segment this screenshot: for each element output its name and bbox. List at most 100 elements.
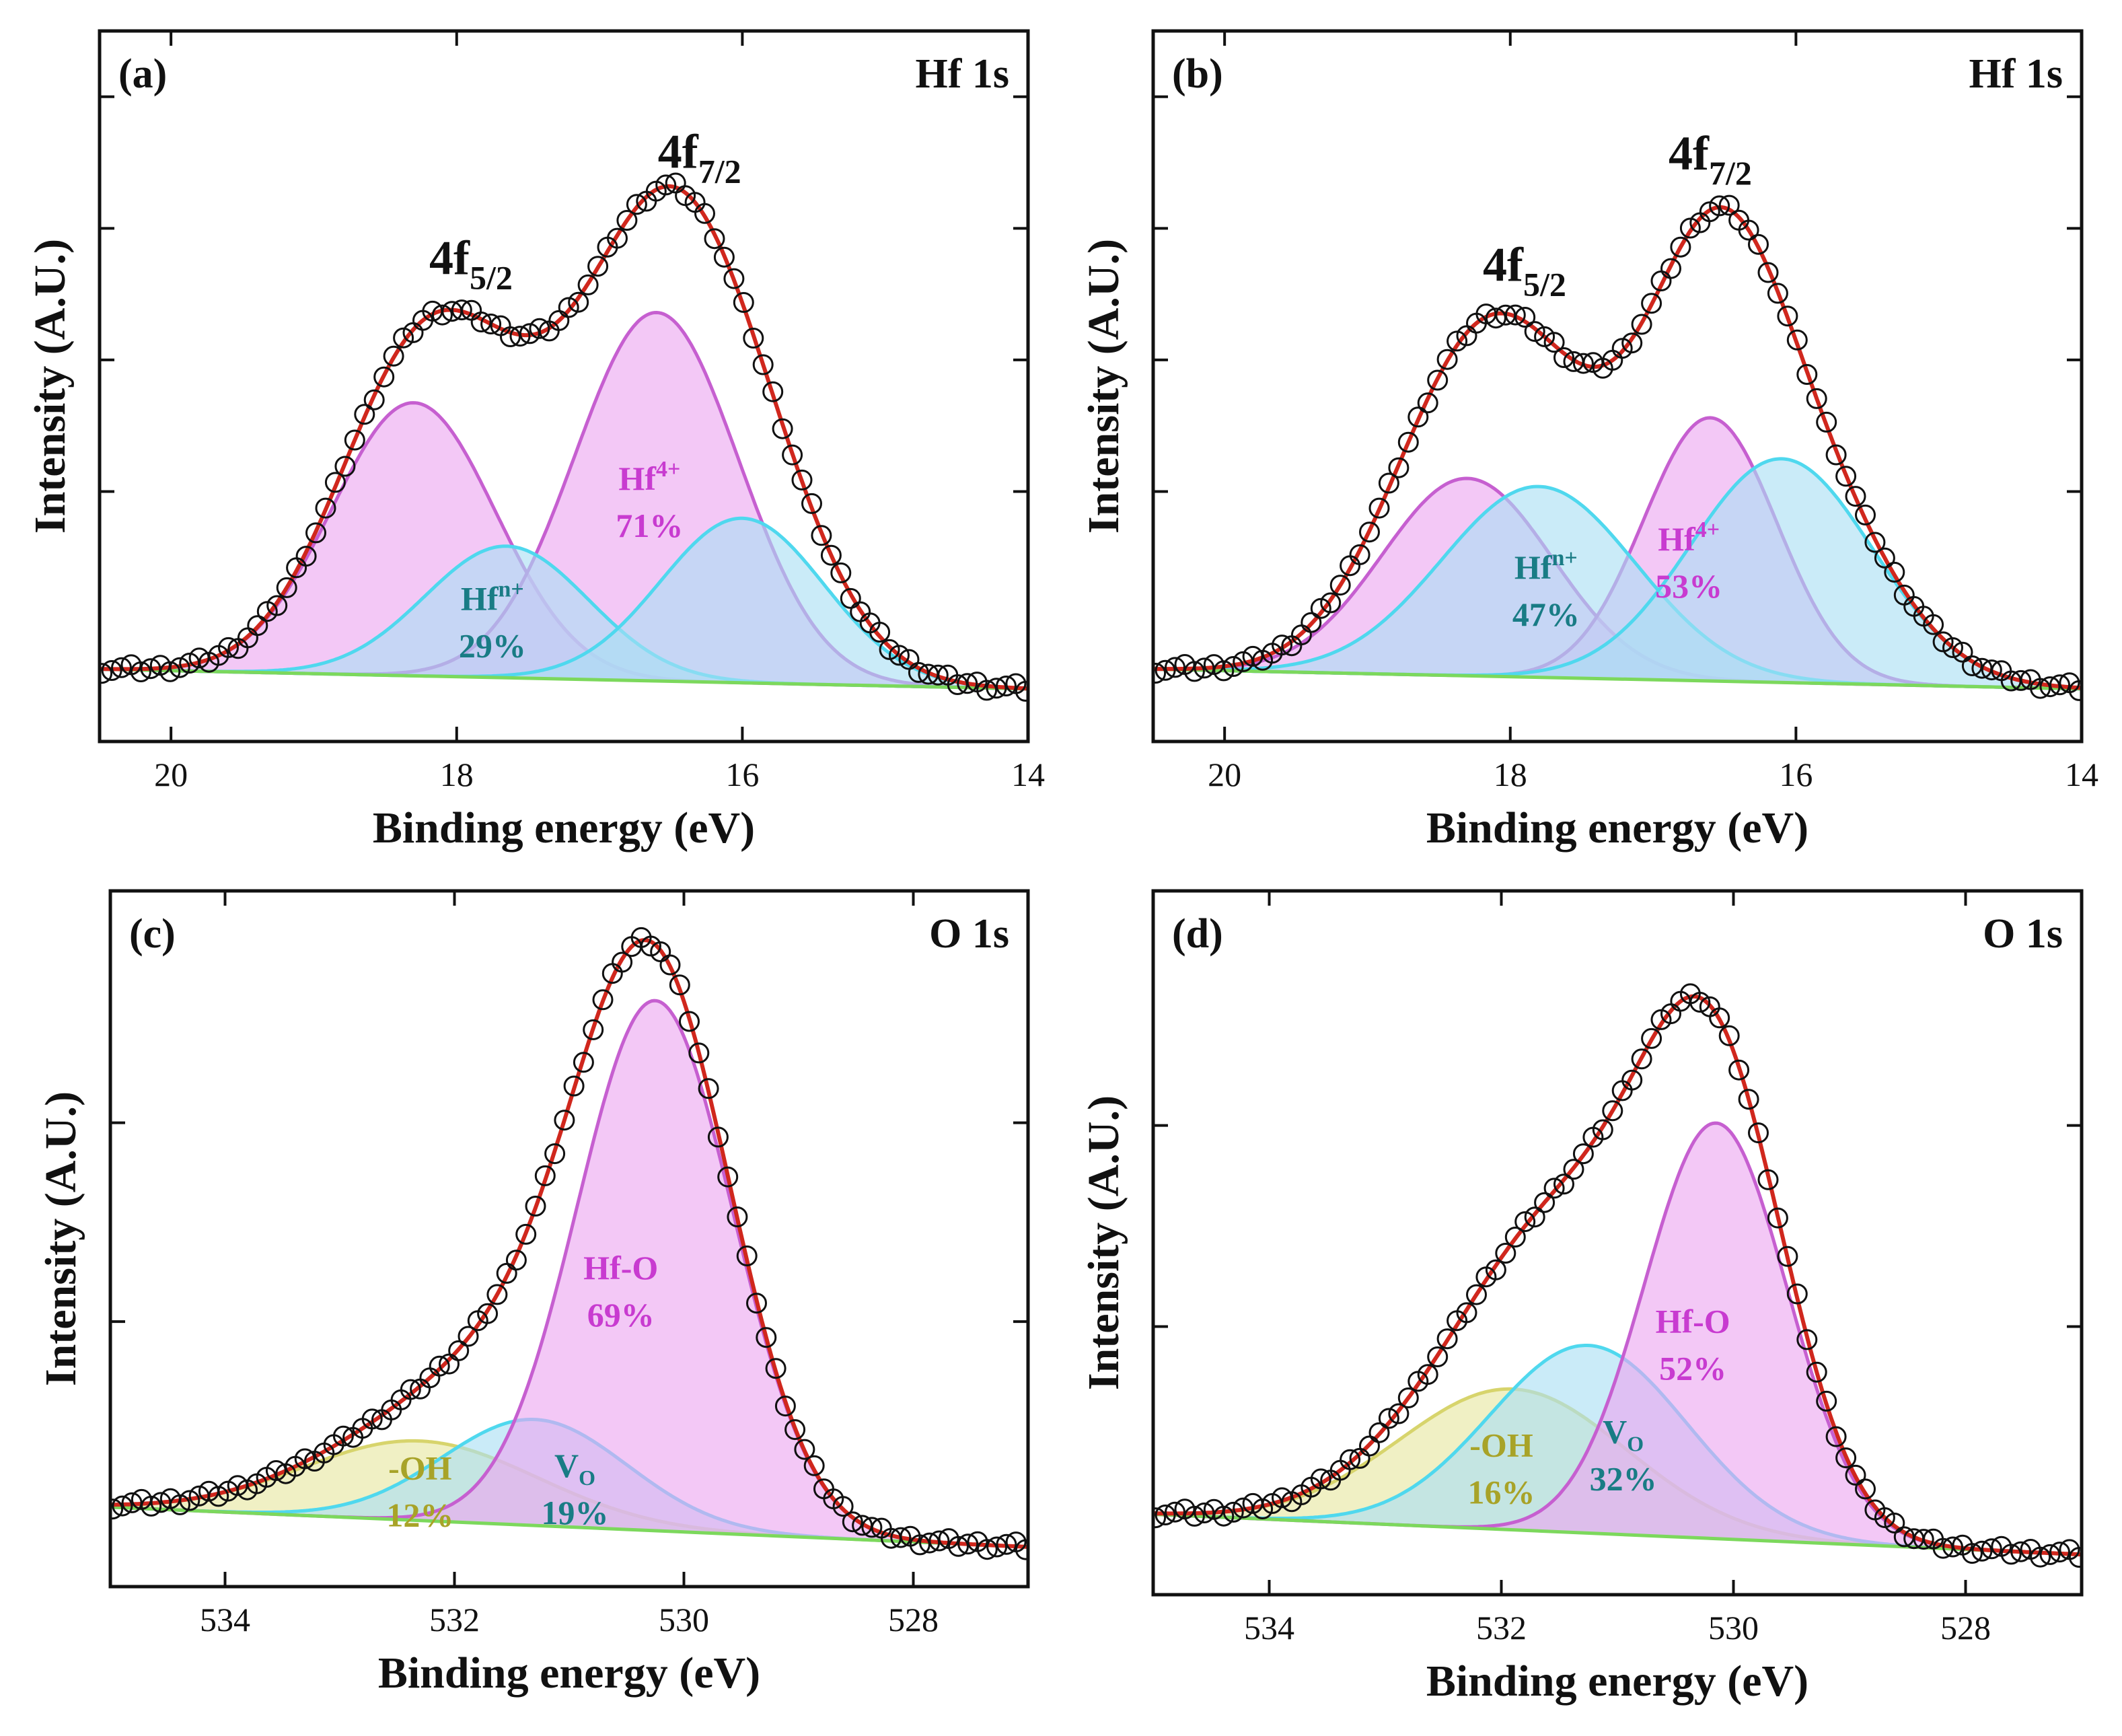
data-point bbox=[1514, 1211, 1536, 1233]
component-percent: 52% bbox=[1659, 1350, 1726, 1387]
data-point bbox=[1417, 392, 1438, 414]
data-point bbox=[592, 989, 614, 1011]
data-point bbox=[1621, 332, 1643, 354]
data-point bbox=[587, 256, 609, 277]
data-point bbox=[1757, 262, 1779, 283]
data-point bbox=[1748, 1122, 1769, 1144]
data-point bbox=[889, 645, 910, 666]
data-point bbox=[1495, 1243, 1516, 1264]
data-point bbox=[688, 1042, 710, 1064]
data-point bbox=[583, 1019, 604, 1040]
data-point bbox=[2068, 1547, 2082, 1568]
data-point bbox=[655, 174, 677, 196]
data-point bbox=[218, 637, 239, 658]
data-point bbox=[334, 456, 356, 477]
x-tick-label: 530 bbox=[659, 1601, 709, 1638]
panel-title: Hf 1s bbox=[916, 51, 1010, 97]
data-point bbox=[170, 1494, 190, 1515]
data-point bbox=[957, 673, 978, 694]
x-tick-label: 532 bbox=[1476, 1609, 1527, 1647]
data-point bbox=[1183, 661, 1205, 682]
data-markers bbox=[100, 172, 1028, 702]
data-point bbox=[1329, 575, 1351, 596]
data-point bbox=[1378, 472, 1399, 494]
component-percent: 29% bbox=[459, 627, 526, 665]
data-point bbox=[112, 1495, 133, 1517]
data-point bbox=[976, 680, 998, 701]
data-point bbox=[1427, 369, 1449, 391]
data-point bbox=[1835, 466, 1857, 487]
data-point bbox=[1563, 1159, 1584, 1180]
data-point bbox=[1572, 1143, 1594, 1165]
panel-tag: (a) bbox=[118, 51, 167, 97]
data-point bbox=[529, 318, 550, 339]
data-point bbox=[1397, 431, 1419, 453]
background-line bbox=[1153, 667, 2082, 691]
data-point bbox=[451, 299, 472, 321]
data-point bbox=[130, 661, 151, 682]
data-point bbox=[612, 951, 633, 973]
peak-hfn-1 bbox=[1153, 486, 2082, 689]
data-point bbox=[1272, 1487, 1292, 1509]
data-point bbox=[996, 676, 1017, 696]
component-areas bbox=[100, 172, 1028, 702]
data-point bbox=[363, 389, 385, 410]
data-point bbox=[1961, 655, 1983, 676]
data-point bbox=[1786, 1283, 1808, 1305]
data-point bbox=[324, 472, 346, 493]
data-point bbox=[1835, 1447, 1857, 1469]
x-axis-label: Binding energy (eV) bbox=[373, 803, 755, 853]
data-point bbox=[698, 1078, 719, 1099]
x-tick-label: 16 bbox=[725, 756, 759, 793]
panel-a: 20 18 16 14 Binding energy (eV) Intensity (A.… bbox=[26, 29, 1045, 853]
panel-title: Hf 1s bbox=[1969, 51, 2063, 97]
x-tick-label: 534 bbox=[200, 1601, 250, 1638]
data-point bbox=[266, 595, 288, 616]
data-point bbox=[276, 577, 297, 598]
data-point bbox=[986, 678, 1007, 699]
envelope-line bbox=[110, 938, 1028, 1549]
data-point bbox=[1485, 1259, 1506, 1280]
y-axis-label: Intensity (A.U.) bbox=[1079, 239, 1128, 534]
data-point bbox=[1981, 659, 2002, 681]
data-point bbox=[1942, 1536, 1963, 1558]
data-point bbox=[431, 304, 453, 326]
data-point bbox=[909, 1534, 930, 1556]
data-point bbox=[1689, 992, 1711, 1013]
component-label: VO bbox=[1603, 1412, 1644, 1455]
data-point bbox=[1015, 1539, 1028, 1560]
data-point bbox=[820, 544, 842, 566]
x-tick-label: 528 bbox=[888, 1601, 939, 1638]
x-tick-label: 532 bbox=[429, 1601, 480, 1638]
data-point bbox=[2049, 674, 2070, 696]
panel-c: 534 532 530 528 Binding energy (eV) Intensity… bbox=[36, 889, 1030, 1698]
data-point bbox=[1213, 1505, 1235, 1527]
data-point bbox=[840, 587, 861, 609]
data-point bbox=[1611, 338, 1633, 359]
data-point bbox=[1514, 307, 1536, 328]
data-point bbox=[1378, 1408, 1399, 1429]
data-point bbox=[1718, 194, 1740, 216]
data-point bbox=[1961, 1543, 1983, 1564]
background-line bbox=[110, 1505, 1028, 1549]
data-point bbox=[1952, 641, 1973, 663]
data-point bbox=[361, 1408, 383, 1430]
component-label: VO bbox=[554, 1447, 595, 1490]
data-point bbox=[470, 312, 492, 332]
data-point bbox=[1728, 1059, 1750, 1081]
data-point bbox=[679, 1011, 700, 1032]
data-point bbox=[607, 227, 628, 249]
data-point bbox=[707, 1126, 729, 1148]
data-point bbox=[1504, 304, 1526, 326]
data-point bbox=[704, 228, 725, 250]
panel-tag: (b) bbox=[1172, 51, 1223, 97]
data-point bbox=[2039, 676, 2061, 698]
x-tick-label: 14 bbox=[1011, 756, 1045, 793]
data-point bbox=[832, 1496, 854, 1517]
data-point bbox=[344, 429, 365, 451]
component-label: Hf4+ bbox=[1658, 517, 1720, 558]
data-point bbox=[717, 1166, 739, 1188]
data-point bbox=[1855, 1478, 1876, 1500]
peak-hfo-1 bbox=[1153, 1123, 2082, 1555]
x-tick-label: 16 bbox=[1779, 756, 1813, 793]
